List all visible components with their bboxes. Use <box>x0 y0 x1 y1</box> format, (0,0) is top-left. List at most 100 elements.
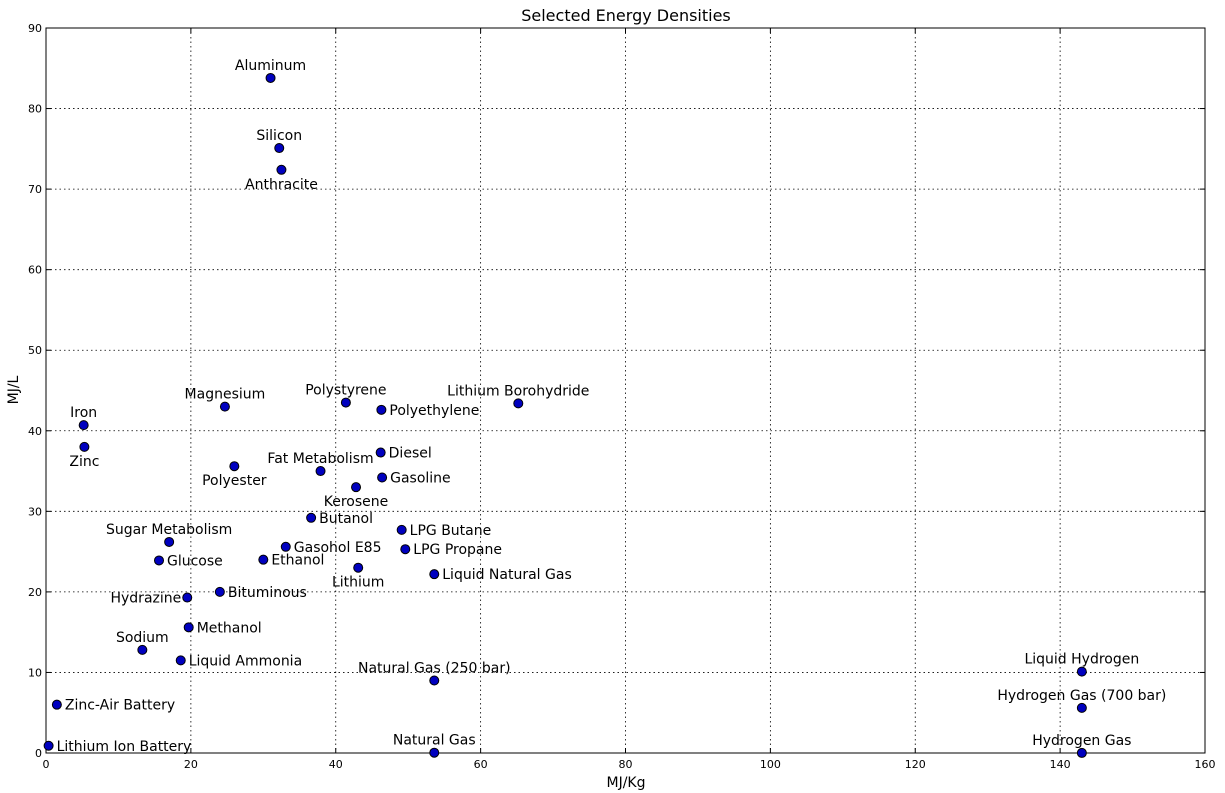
data-point <box>258 554 269 565</box>
data-point <box>351 482 362 493</box>
data-points: Aluminum Silicon Anthracite Magnesium Polyst… <box>43 58 1166 758</box>
data-point <box>276 164 287 175</box>
data-point-group: Aluminum <box>235 58 306 83</box>
data-point <box>353 562 364 573</box>
data-point-group: Anthracite <box>245 164 318 193</box>
data-point-group: Natural Gas <box>393 733 476 758</box>
data-point-label: Liquid Ammonia <box>189 653 302 669</box>
data-point-group: Sugar Metabolism <box>106 522 232 547</box>
data-point-label: LPG Propane <box>413 542 502 558</box>
data-point-group: Silicon <box>256 128 302 154</box>
data-point-label: Gasohol E85 <box>294 540 382 556</box>
y-axis-label: MJ/L <box>6 375 22 404</box>
y-tick-label: 90 <box>28 22 42 35</box>
data-point <box>51 699 62 710</box>
data-point-group: Polystyrene <box>305 383 387 408</box>
data-point-label: Natural Gas (250 bar) <box>358 661 511 677</box>
data-point-group: Hydrogen Gas <box>1032 733 1131 758</box>
data-point-group: Glucose <box>154 553 223 569</box>
data-point-label: Polyethylene <box>389 403 479 419</box>
x-tick-label: 20 <box>184 758 198 771</box>
data-point-group: Kerosene <box>324 482 389 510</box>
data-point-group: Liquid Ammonia <box>175 653 302 669</box>
data-point-group: Fat Metabolism <box>267 451 374 477</box>
data-point <box>43 740 54 751</box>
data-point-group: Hydrazine <box>110 591 193 607</box>
data-point-label: Zinc-Air Battery <box>65 698 175 714</box>
y-tick-label: 40 <box>28 425 42 438</box>
data-point-label: Butanol <box>319 511 373 527</box>
data-point <box>513 398 524 409</box>
data-point-label: Sugar Metabolism <box>106 522 232 538</box>
plot-frame <box>45 27 1206 754</box>
data-point-label: Lithium <box>332 575 384 591</box>
data-point <box>306 512 317 523</box>
data-point-group: LPG Butane <box>396 523 492 539</box>
x-axis-label: MJ/Kg <box>607 775 646 791</box>
data-point-group: Hydrogen Gas (700 bar) <box>997 688 1166 713</box>
data-point <box>376 404 387 415</box>
data-point-label: Hydrazine <box>110 591 181 607</box>
data-point-label: Kerosene <box>324 494 389 510</box>
x-tick-label: 160 <box>1195 758 1216 771</box>
data-point-group: Gasohol E85 <box>280 540 382 556</box>
x-tick-label: 60 <box>474 758 488 771</box>
data-point <box>429 675 440 686</box>
data-point-label: Fat Metabolism <box>267 451 373 467</box>
data-point <box>274 143 285 154</box>
data-point-label: Magnesium <box>185 387 266 403</box>
data-point-group: Iron <box>70 405 97 431</box>
data-point-group: Liquid Hydrogen <box>1024 652 1139 677</box>
data-point <box>214 586 225 597</box>
data-point-group: Lithium Borohydride <box>447 383 589 409</box>
data-point <box>1076 666 1087 677</box>
axis-ticks: 0 20 40 60 80 100 120 140 160 0 10 20 30 40 50 60 70 80 90 <box>28 22 1216 771</box>
data-point <box>164 536 175 547</box>
data-point <box>1076 702 1087 713</box>
data-point <box>400 544 411 555</box>
data-point-label: Sodium <box>116 630 169 646</box>
data-point-label: Aluminum <box>235 58 306 74</box>
data-point-label: Hydrogen Gas (700 bar) <box>997 688 1166 704</box>
data-point-group: Gasoline <box>377 471 451 487</box>
data-point <box>1076 747 1087 758</box>
data-point-label: Methanol <box>197 620 262 636</box>
y-tick-label: 50 <box>28 344 42 357</box>
data-point <box>315 466 326 477</box>
y-tick-label: 70 <box>28 183 42 196</box>
data-point-group: Zinc-Air Battery <box>51 698 175 714</box>
data-point <box>429 569 440 580</box>
data-point-label: Natural Gas <box>393 733 476 749</box>
data-point <box>154 555 165 566</box>
x-tick-label: 40 <box>329 758 343 771</box>
data-point-label: Hydrogen Gas <box>1032 733 1131 749</box>
data-point <box>219 401 230 412</box>
data-point-label: Lithium Borohydride <box>447 383 589 399</box>
data-point-label: Liquid Hydrogen <box>1024 652 1139 668</box>
data-point <box>182 592 193 603</box>
data-point-group: Liquid Natural Gas <box>429 567 572 583</box>
data-point-label: Zinc <box>69 454 99 470</box>
data-point-group: Ethanol <box>258 553 324 569</box>
data-point <box>175 655 186 666</box>
x-tick-label: 100 <box>760 758 781 771</box>
x-tick-label: 120 <box>905 758 926 771</box>
data-point-group: Polyethylene <box>376 403 479 419</box>
data-point <box>183 622 194 633</box>
data-point-label: Liquid Natural Gas <box>442 567 572 583</box>
data-point-group: Polyester <box>202 461 267 489</box>
x-tick-label: 140 <box>1050 758 1071 771</box>
y-tick-label: 30 <box>28 505 42 518</box>
data-point <box>79 441 90 452</box>
y-tick-label: 60 <box>28 264 42 277</box>
y-tick-label: 80 <box>28 103 42 116</box>
data-point-group: Diesel <box>375 446 432 462</box>
data-point-group: Lithium Ion Battery <box>43 739 191 755</box>
data-point-group: Sodium <box>116 630 169 655</box>
y-tick-label: 20 <box>28 586 42 599</box>
data-point <box>280 541 291 552</box>
data-point-label: LPG Butane <box>410 523 492 539</box>
data-point <box>78 420 89 431</box>
data-point-label: Ethanol <box>271 553 324 569</box>
data-point-group: LPG Propane <box>400 542 502 558</box>
